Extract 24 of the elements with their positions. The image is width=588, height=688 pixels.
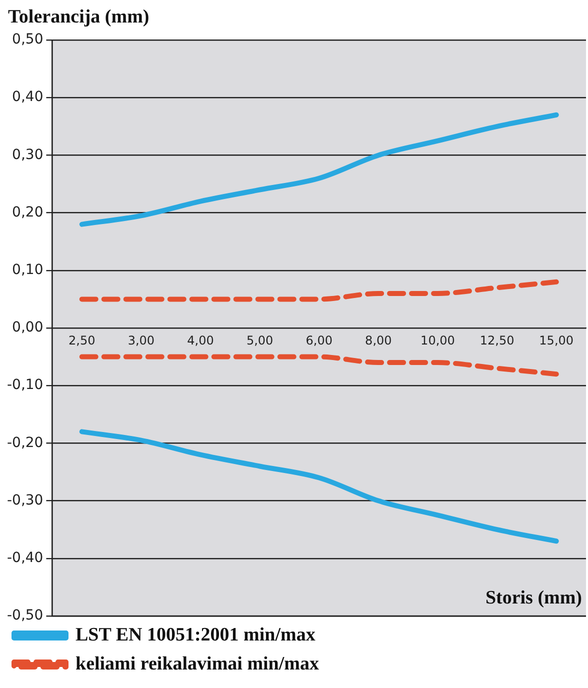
y-tick-label: 0,00 xyxy=(12,320,44,336)
y-tick-label: -0,30 xyxy=(6,492,44,508)
x-tick-label: 5,00 xyxy=(246,333,274,348)
x-tick-label: 4,00 xyxy=(187,333,214,348)
y-tick-label: 0,10 xyxy=(12,262,44,278)
y-tick-label: -0,20 xyxy=(6,434,44,451)
x-tick-label: 10,00 xyxy=(420,333,455,348)
y-tick-label: -0,40 xyxy=(6,550,44,566)
x-tick-label: 2,50 xyxy=(68,333,96,348)
x-axis-title: Storis (mm) xyxy=(485,587,582,608)
x-tick-label: 12,50 xyxy=(480,333,514,348)
y-tick-label: 0,50 xyxy=(12,32,44,48)
legend-label: LST EN 10051:2001 min/max xyxy=(76,624,316,646)
x-tick-label: 15,00 xyxy=(539,333,574,348)
y-tick-label: -0,50 xyxy=(6,608,44,624)
x-tick-label: 3,00 xyxy=(128,333,155,348)
y-tick-label: -0,10 xyxy=(6,377,44,394)
legend-label: keliami reikalavimai min/max xyxy=(76,653,320,674)
y-tick-label: 0,30 xyxy=(12,146,44,163)
y-tick-label: 0,40 xyxy=(12,89,44,106)
y-tick-label: 0,20 xyxy=(12,204,44,220)
y-axis-title: Tolerancija (mm) xyxy=(8,6,150,28)
x-tick-label: 8,00 xyxy=(365,333,392,348)
x-tick-label: 6,00 xyxy=(306,333,332,348)
